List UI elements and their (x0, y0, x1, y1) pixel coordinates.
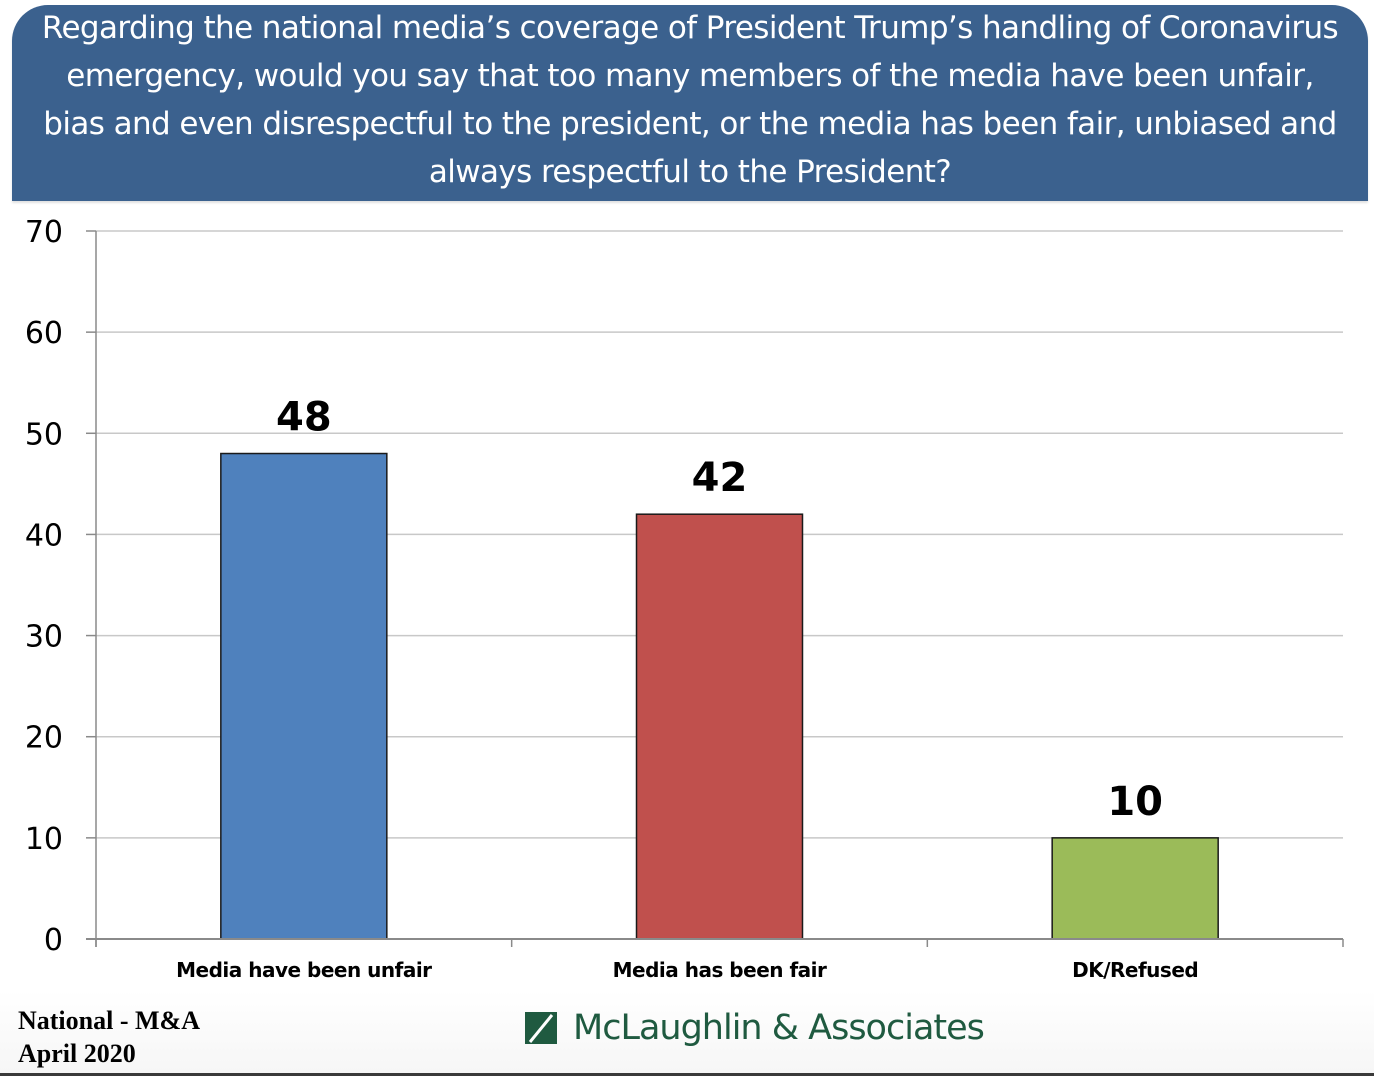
x-tick-label: Media have been unfair (176, 958, 432, 982)
source-note: National - M&A April 2020 (18, 1004, 200, 1070)
bar (1051, 837, 1219, 940)
bar (220, 452, 388, 940)
y-tick-label: 10 (25, 822, 63, 857)
y-tick-label: 60 (25, 316, 63, 351)
source-line-2: April 2020 (18, 1039, 136, 1068)
chart-title-banner: Regarding the national media’s coverage … (12, 5, 1368, 201)
source-line-1: National - M&A (18, 1006, 200, 1035)
y-tick-label: 20 (25, 721, 63, 756)
y-tick-label: 50 (25, 417, 63, 452)
company-logo: McLaughlin & Associates (525, 1008, 985, 1048)
logo-mark-icon (525, 1012, 557, 1044)
data-label: 42 (692, 455, 748, 501)
y-tick-label: 0 (44, 923, 63, 958)
x-axis: Media have been unfair Media has been fai… (86, 938, 1344, 982)
y-axis: 0 10 20 30 40 50 60 70 (25, 215, 97, 958)
y-tick-label: 70 (25, 215, 63, 250)
y-tick-label: 40 (25, 518, 63, 553)
data-label: 10 (1107, 779, 1163, 825)
logo-text: McLaughlin & Associates (573, 1008, 985, 1048)
chart-title: Regarding the national media’s coverage … (41, 10, 1339, 190)
footer-border (0, 1073, 1374, 1076)
y-tick-label: 30 (25, 620, 63, 655)
x-tick-label: DK/Refused (1072, 958, 1198, 982)
x-tick-label: Media has been fair (613, 958, 827, 982)
footer-background (0, 990, 1374, 1074)
bar-chart: 0 10 20 30 40 50 60 70 48 42 10 Media have been u… (25, 215, 1344, 982)
bars: 48 42 10 (220, 395, 1219, 940)
data-label: 48 (276, 395, 332, 441)
bar (635, 513, 804, 940)
